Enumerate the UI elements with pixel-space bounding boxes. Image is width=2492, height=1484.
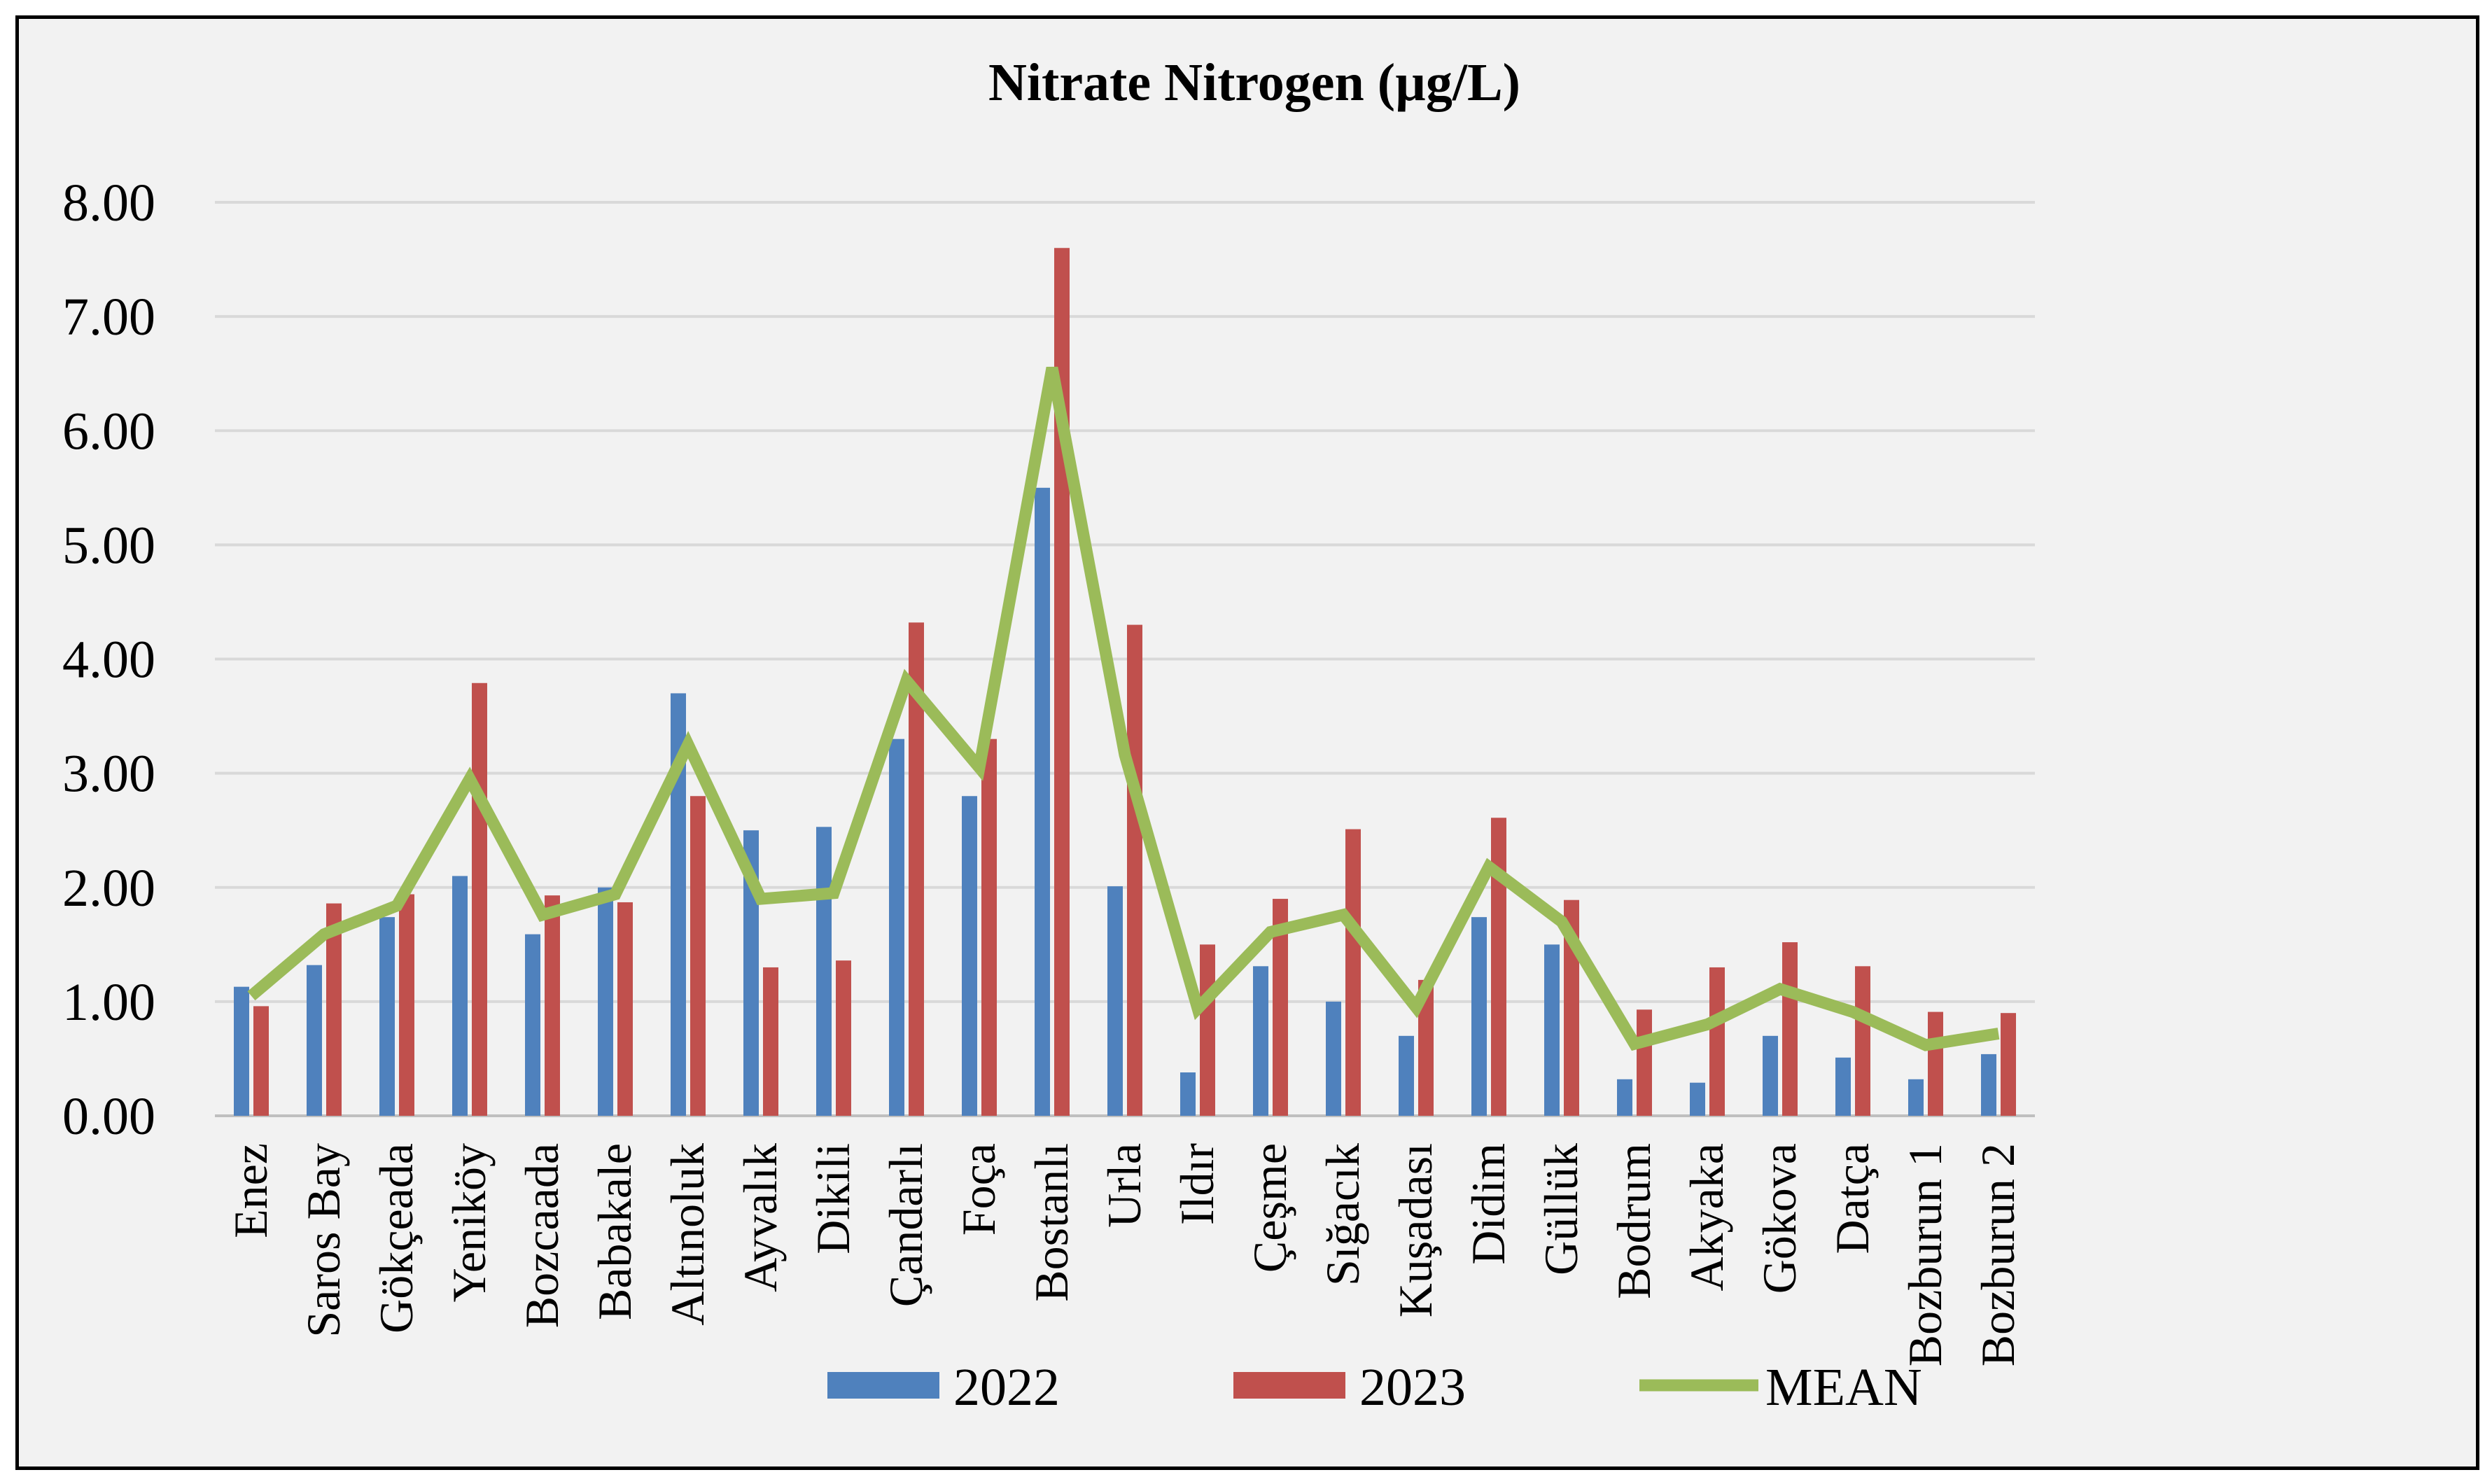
bar-2023 — [545, 895, 560, 1116]
bar-2022 — [743, 830, 759, 1116]
y-tick-label: 6.00 — [62, 402, 155, 461]
bar-2023 — [1273, 899, 1288, 1116]
bar-2022 — [1035, 487, 1050, 1116]
legend-swatch-2022 — [827, 1372, 939, 1399]
x-category-label: Ayvalık — [734, 1143, 787, 1292]
bar-2023 — [1418, 979, 1434, 1116]
bar-2022 — [1180, 1072, 1196, 1116]
bar-2022 — [1835, 1057, 1851, 1116]
x-category-label: Bodrum — [1607, 1143, 1660, 1299]
legend: 2022 2023 MEAN — [827, 1358, 1922, 1417]
bar-2022 — [1107, 886, 1123, 1116]
bar-2023 — [617, 902, 633, 1116]
bar-2023 — [1855, 966, 1870, 1116]
bar-2022 — [1326, 1001, 1341, 1116]
bar-2022 — [1763, 1035, 1778, 1116]
bar-2022 — [1908, 1079, 1924, 1116]
bar-2023 — [1637, 1009, 1652, 1116]
legend-label-MEAN: MEAN — [1765, 1358, 1922, 1417]
bar-2022 — [816, 827, 832, 1116]
x-category-label: Bostanlı — [1025, 1143, 1078, 1302]
bar-2023 — [1127, 624, 1142, 1116]
chart-canvas: Nitrate Nitrogen (µg/L) 0.00 1.00 2.00 3.00… — [62, 53, 2035, 1417]
y-tick-label: 3.00 — [62, 745, 155, 804]
x-category-label: Bozburun 2 — [1971, 1143, 2024, 1366]
y-tick-label: 1.00 — [62, 973, 155, 1032]
bar-2022 — [307, 965, 322, 1116]
bar-2022 — [1617, 1079, 1632, 1116]
bar-2022 — [671, 693, 686, 1116]
bar-2023 — [1491, 818, 1506, 1116]
mean-line — [247, 366, 2000, 1051]
x-category-label: Bozburun 1 — [1898, 1143, 1952, 1366]
x-category-label: Akyaka — [1680, 1143, 1733, 1291]
x-category-label: Enez — [224, 1143, 277, 1238]
x-category-label: Gökova — [1753, 1143, 1806, 1294]
y-tick-label: 0.00 — [62, 1087, 155, 1146]
bar-2023 — [1709, 967, 1725, 1116]
mean-line-layer — [247, 366, 2000, 1051]
bar-2023 — [981, 738, 997, 1116]
x-category-label: Urla — [1098, 1143, 1151, 1228]
bar-2023 — [690, 796, 706, 1116]
x-category-label: Dikili — [806, 1143, 860, 1254]
bar-2022 — [1544, 944, 1560, 1116]
bar-2022 — [1690, 1082, 1705, 1116]
y-tick-label: 4.00 — [62, 631, 155, 690]
x-axis-category-labels: Enez Saros Bay Gökçeada Yeniköy Bozcaada Baba… — [224, 1143, 2024, 1367]
bar-2023 — [909, 622, 924, 1116]
x-category-label: Yeniköy — [442, 1143, 496, 1302]
bars — [234, 248, 2016, 1116]
x-category-label: Bozcaada — [515, 1143, 568, 1328]
bar-2022 — [1253, 966, 1268, 1116]
bar-2023 — [2001, 1013, 2016, 1116]
x-category-label: Sığacık — [1316, 1143, 1369, 1286]
gridlines — [215, 201, 2035, 1117]
x-category-label: Datça — [1826, 1143, 1879, 1254]
bar-2023 — [253, 1006, 269, 1116]
y-axis-tick-labels: 0.00 1.00 2.00 3.00 4.00 5.00 6.00 7.00 8.00 — [62, 174, 155, 1146]
bar-2023 — [763, 967, 778, 1116]
bar-2022 — [598, 887, 613, 1116]
x-category-label: Babakale — [588, 1143, 641, 1320]
bar-2022 — [889, 738, 904, 1116]
bar-2022 — [1399, 1035, 1414, 1116]
chart-title: Nitrate Nitrogen (µg/L) — [988, 53, 1520, 112]
y-tick-label: 5.00 — [62, 516, 155, 575]
bar-2023 — [836, 960, 851, 1116]
y-tick-label: 7.00 — [62, 288, 155, 346]
y-tick-label: 2.00 — [62, 859, 155, 918]
x-category-label: Altınoluk — [661, 1143, 714, 1326]
x-category-label: Kuşadası — [1389, 1143, 1442, 1317]
x-category-label: Çeşme — [1243, 1143, 1296, 1273]
bar-2022 — [1471, 917, 1487, 1116]
legend-label-2023: 2023 — [1359, 1358, 1466, 1417]
x-category-label: Didim — [1462, 1143, 1515, 1265]
legend-swatch-2023 — [1233, 1372, 1345, 1399]
y-tick-label: 8.00 — [62, 174, 155, 232]
bar-2023 — [326, 903, 342, 1116]
bar-2022 — [379, 917, 395, 1116]
chart-frame: Nitrate Nitrogen (µg/L) 0.00 1.00 2.00 3.00… — [15, 15, 2479, 1470]
bar-2022 — [234, 986, 249, 1116]
bar-2023 — [399, 894, 414, 1116]
bar-2023 — [1928, 1011, 1943, 1116]
bar-2022 — [962, 796, 977, 1116]
x-category-label: Saros Bay — [297, 1143, 350, 1338]
x-category-label: Foça — [952, 1143, 1005, 1236]
bar-2023 — [1200, 944, 1215, 1116]
x-category-label: Çandarlı — [879, 1143, 932, 1307]
bar-2022 — [525, 934, 540, 1116]
x-category-label: Gökçeada — [370, 1143, 423, 1334]
bar-2022 — [1981, 1054, 1996, 1116]
bar-2023 — [1345, 829, 1361, 1116]
legend-label-2022: 2022 — [953, 1358, 1060, 1417]
bar-2023 — [1782, 942, 1798, 1116]
x-category-label: Güllük — [1534, 1143, 1588, 1275]
bar-2023 — [472, 682, 487, 1116]
bar-2022 — [452, 876, 468, 1116]
x-category-label: Ildır — [1170, 1143, 1224, 1225]
